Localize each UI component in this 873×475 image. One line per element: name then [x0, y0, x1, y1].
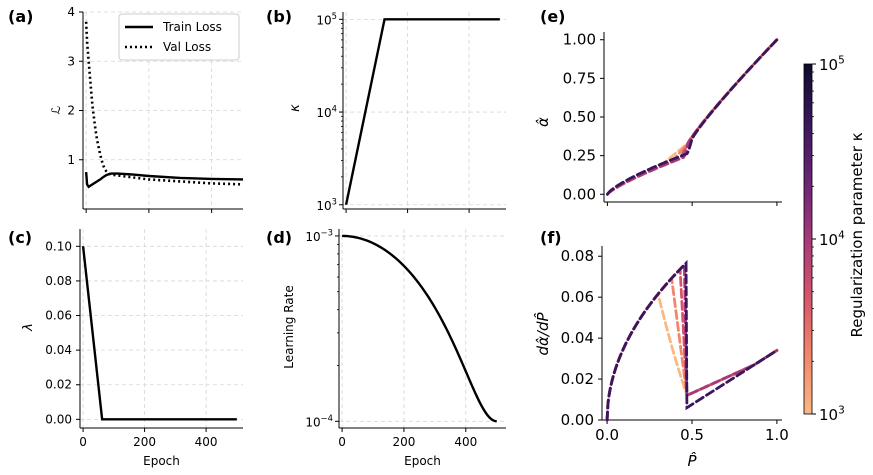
panel-a-label: (a)	[8, 7, 33, 26]
panel-d-label: (d)	[266, 228, 292, 247]
panel-f-xtick-label-2: 1.0	[765, 426, 789, 444]
panel-a-ytick-label-3: 4	[67, 5, 75, 19]
colorbar-tick-label-0: 103	[819, 404, 845, 424]
panel-a-legend	[118, 13, 240, 61]
panel-d-ylabel: Learning Rate	[282, 285, 296, 368]
panel-e-ylabel: α̂	[534, 117, 552, 127]
panel-f-series-kappa-1	[605, 275, 779, 422]
panel-f-ytick-label-3: 0.06	[561, 288, 594, 306]
panel-f-xlabel: P̂	[687, 451, 697, 470]
panel-f-series-kappa-0	[605, 291, 779, 422]
panel-f-ylabel: dα̂/dP̂	[533, 312, 552, 356]
panel-c-ytick-label-4: 0.08	[45, 274, 72, 288]
colorbar	[803, 63, 813, 415]
panel-c-ytick-label-3: 0.06	[45, 309, 72, 323]
panel-e-label: (e)	[540, 7, 565, 26]
panel-f-ytick-label-0: 0.00	[561, 411, 594, 429]
panel-e-ytick-label-4: 1.00	[563, 31, 596, 49]
panel-b-ytick-label-1: 104	[316, 104, 337, 120]
panel-e-ytick-label-2: 0.50	[563, 108, 596, 126]
panel-e-series-kappa-3	[605, 38, 779, 196]
panel-c-ytick-label-0: 0.00	[45, 412, 72, 426]
panel-c-ytick-label-5: 0.10	[45, 239, 72, 253]
panel-c-xtick-label-0: 0	[79, 435, 87, 449]
panel-d-ytick-label-1: 10−4	[305, 413, 333, 429]
panel-d-xtick-label-1: 200	[392, 435, 415, 449]
panel-d-xlabel: Epoch	[404, 454, 441, 468]
panel-f-ytick-label-4: 0.08	[561, 247, 594, 265]
panel-a-legend-train-label: Train Loss	[162, 20, 222, 34]
panel-e-series-kappa-1	[605, 38, 779, 196]
panel-a-ylabel: ℒ	[49, 106, 63, 115]
panel-b-ylabel: κ	[288, 104, 303, 112]
panel-e-series-kappa-0	[605, 38, 779, 196]
panel-c-xtick-label-1: 200	[133, 435, 156, 449]
panel-f-series-kappa-3	[605, 261, 779, 422]
panel-e-ytick-label-0: 0.00	[563, 185, 596, 203]
panel-c-xtick-label-2: 400	[195, 435, 218, 449]
panel-a-ytick-label-2: 3	[67, 54, 75, 68]
panel-f-xtick-label-1: 0.5	[680, 426, 704, 444]
panel-f-series-kappa-4	[605, 259, 779, 422]
panel-c-ytick-label-2: 0.04	[45, 343, 72, 357]
panel-a-legend-val-label: Val Loss	[163, 40, 211, 54]
panel-f-series-kappa-2	[605, 265, 779, 422]
colorbar-label: Regularization parameter κ	[848, 132, 866, 337]
panel-f-ytick-label-2: 0.04	[561, 329, 594, 347]
panel-a-ytick-label-0: 1	[67, 153, 75, 167]
panel-e-ytick-label-3: 0.75	[563, 69, 596, 87]
panel-d-xtick-label-2: 400	[454, 435, 477, 449]
panel-f-xtick-label-0: 0.0	[595, 426, 619, 444]
panel-f-ytick-label-1: 0.02	[561, 370, 594, 388]
panel-b-series-kappa	[344, 18, 500, 206]
panel-b-label: (b)	[266, 7, 292, 26]
panel-c-ytick-label-1: 0.02	[45, 378, 72, 392]
panel-c-xlabel: Epoch	[143, 454, 180, 468]
panel-b-ytick-label-2: 105	[316, 11, 337, 27]
panel-c-series-lambda	[81, 246, 237, 421]
panel-e-ytick-label-1: 0.25	[563, 147, 596, 165]
panel-c-label: (c)	[8, 228, 32, 247]
panel-b-ytick-label-0: 103	[316, 196, 337, 212]
panel-d-series-lr	[342, 234, 497, 423]
panel-e-series-kappa-4	[605, 38, 779, 196]
panel-d-xtick-label-0: 0	[338, 435, 346, 449]
panel-c-ylabel: λ	[21, 323, 36, 332]
panel-a-ytick-label-1: 2	[67, 104, 75, 118]
panel-d-ytick-label-0: 10−3	[305, 228, 333, 244]
panel-a-series-val-loss	[84, 21, 244, 186]
panel-f-label: (f)	[540, 228, 562, 247]
panel-a-series-train-loss	[84, 171, 244, 189]
panel-e-series-kappa-2	[605, 38, 779, 196]
colorbar-tick-label-1: 104	[819, 229, 845, 249]
colorbar-tick-label-2: 105	[819, 54, 845, 74]
